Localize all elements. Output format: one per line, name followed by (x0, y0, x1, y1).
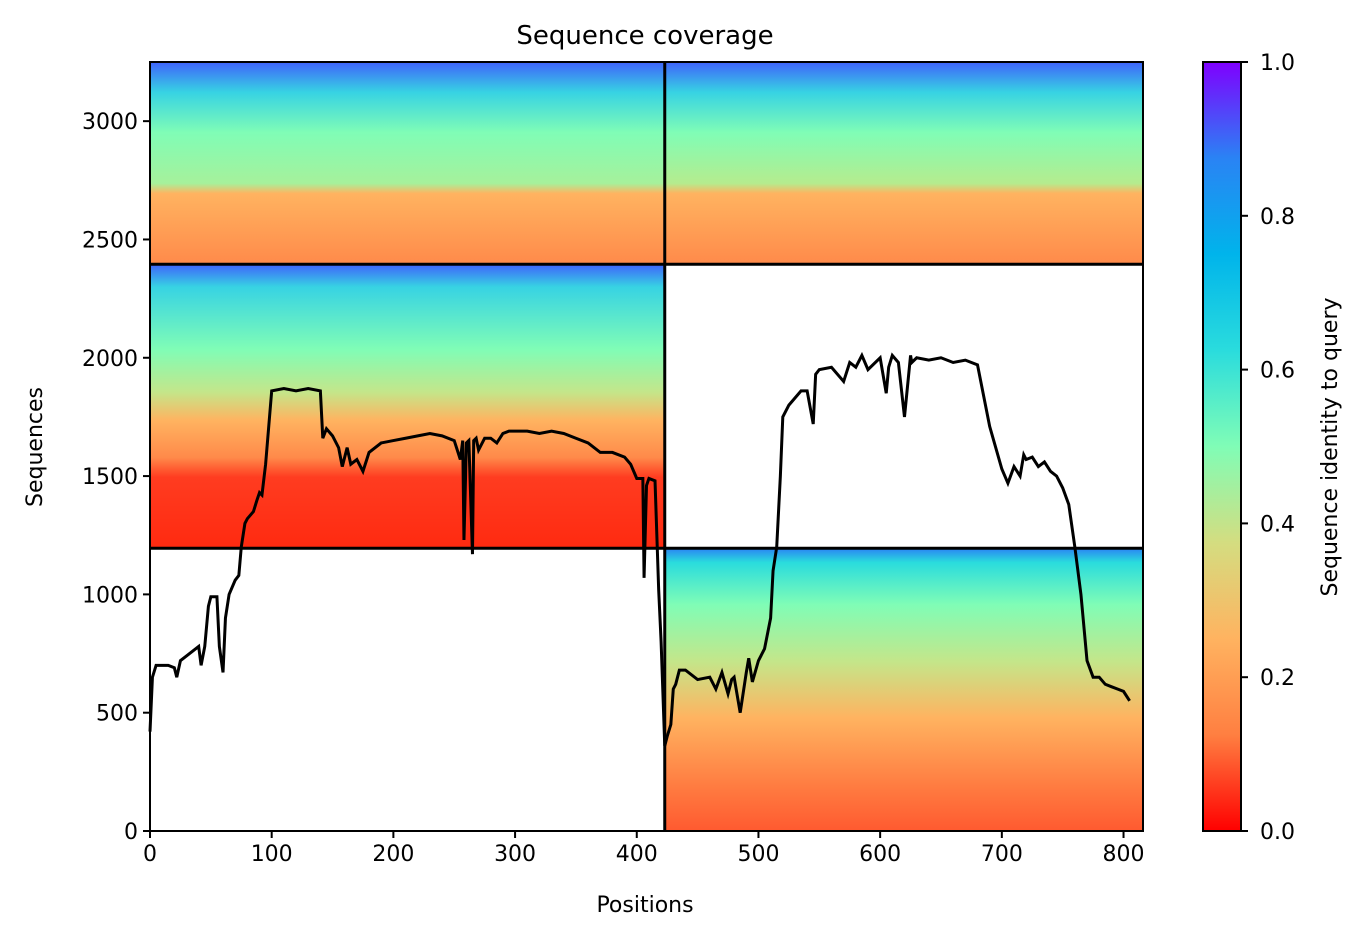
colorbar-tick-label: 0.8 (1260, 205, 1295, 230)
y-axis-ticks: 0 500 1000 1500 2000 2500 3000 (82, 110, 150, 845)
colorbar-tick-label: 0.6 (1260, 359, 1295, 384)
y-tick-label: 3000 (82, 110, 138, 135)
coverage-line (148, 351, 1131, 747)
msa-block-2 (664, 62, 1143, 265)
x-tick-label: 800 (1103, 842, 1145, 867)
y-tick-label: 500 (96, 702, 138, 727)
colorbar-tick-label: 1.0 (1260, 51, 1295, 76)
msa-block-3 (150, 264, 665, 549)
y-tick-label: 2000 (82, 347, 138, 372)
y-tick-label: 1000 (82, 583, 138, 608)
block-dividers (150, 62, 1143, 831)
colorbar (1202, 61, 1242, 832)
colorbar-ticks: 0.0 0.2 0.4 0.6 0.8 1.0 (1241, 51, 1295, 845)
msa-blocks (150, 62, 1143, 831)
x-axis-label: Positions (596, 893, 693, 918)
x-axis-ticks: 0 100 200 300 400 500 600 700 800 (143, 831, 1145, 867)
x-tick-label: 400 (616, 842, 658, 867)
colorbar-tick-label: 0.4 (1260, 512, 1295, 537)
chart-title: Sequence coverage (516, 21, 773, 51)
y-tick-label: 1500 (82, 465, 138, 490)
x-tick-label: 600 (859, 842, 901, 867)
x-tick-label: 100 (251, 842, 293, 867)
x-tick-label: 0 (143, 842, 157, 867)
colorbar-tick-label: 0.0 (1260, 820, 1295, 845)
msa-block-1 (150, 62, 665, 265)
x-tick-label: 700 (981, 842, 1023, 867)
plot-frame (149, 61, 1144, 832)
x-tick-label: 200 (372, 842, 414, 867)
colorbar-tick-label: 0.2 (1260, 666, 1295, 691)
y-tick-label: 2500 (82, 228, 138, 253)
x-tick-label: 500 (737, 842, 779, 867)
x-tick-label: 300 (494, 842, 536, 867)
colorbar-label: Sequence identity to query (1318, 297, 1343, 596)
y-tick-label: 0 (124, 820, 138, 845)
y-axis-label: Sequences (23, 387, 48, 507)
